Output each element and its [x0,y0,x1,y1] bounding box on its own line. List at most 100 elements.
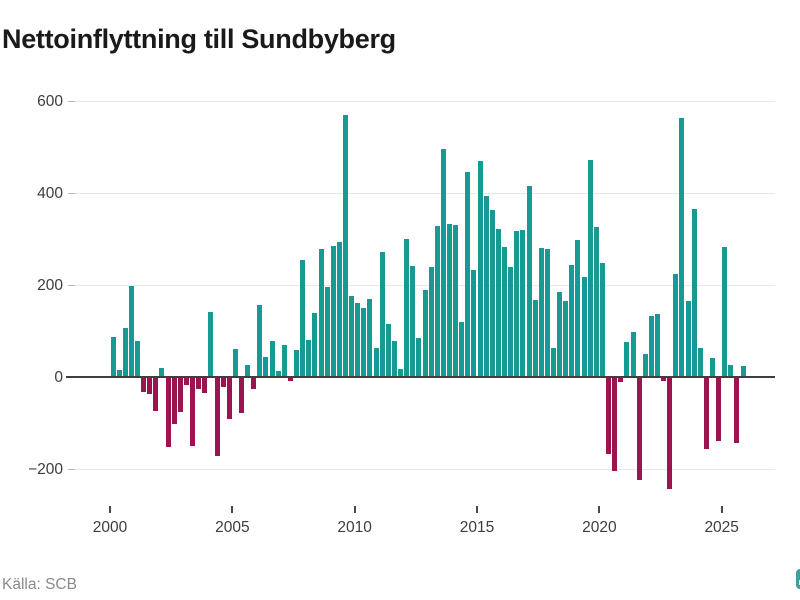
bar-2000Q2 [116,370,122,377]
bar-2008Q3 [318,249,324,377]
bar-2021Q3 [636,377,642,481]
gridline [75,193,775,194]
bar-2003Q4 [202,377,208,393]
x-tick [598,506,601,513]
bar-2023Q1 [673,274,679,377]
bar-2017Q4 [544,249,550,377]
bar-2013Q2 [434,225,440,377]
bar-2025Q3 [734,377,740,443]
x-axis-label: 2020 [582,519,617,536]
bar-2016Q1 [502,246,508,377]
gridline [75,469,775,470]
bar-2022Q2 [654,314,660,377]
bar-2013Q1 [428,266,434,377]
bar-2001Q4 [153,377,159,412]
bar-2015Q3 [489,210,495,377]
bar-2003Q3 [196,377,202,389]
bar-2005Q3 [245,365,251,377]
bar-2006Q1 [257,305,263,377]
bar-2014Q1 [453,225,459,377]
bar-2004Q1 [208,311,214,377]
bar-2014Q3 [465,172,471,377]
bar-2022Q4 [667,377,673,489]
bar-2006Q4 [275,371,281,377]
x-axis-label: 2015 [459,519,495,536]
bar-2012Q1 [404,238,410,377]
bar-2020Q1 [599,262,605,377]
bar-2005Q4 [251,377,257,390]
bar-2000Q1 [110,337,116,377]
x-axis-label: 2010 [337,519,372,536]
y-tick [68,193,75,194]
bar-2006Q2 [263,356,269,377]
bar-2016Q4 [520,229,526,377]
bar-2020Q3 [612,377,618,472]
bar-2001Q3 [147,377,153,395]
y-tick [68,285,75,286]
bar-2022Q3 [661,377,667,382]
bar-2012Q4 [422,290,428,377]
bar-2003Q2 [190,377,196,446]
bar-2018Q4 [569,265,575,377]
bar-2023Q2 [679,117,685,377]
x-axis-label: 2005 [215,519,250,536]
bar-2020Q2 [606,377,612,455]
bar-2000Q4 [128,285,134,377]
bar-2009Q3 [343,115,348,377]
bar-2009Q2 [336,242,342,377]
y-axis-label: −200 [28,461,63,478]
bar-2023Q4 [691,209,697,377]
y-axis-label: 200 [37,277,63,294]
bar-2019Q4 [593,226,599,377]
page-title: Nettoinflyttning till Sundbyberg [2,24,396,55]
bar-2017Q2 [532,300,538,377]
y-tick [68,101,75,102]
bar-2023Q3 [685,301,691,377]
y-axis-label: 600 [37,93,63,110]
bar-2004Q4 [226,377,232,420]
bar-2001Q1 [135,341,141,377]
newsworthy-logo-icon [796,569,800,589]
x-tick [476,506,479,513]
bar-2020Q4 [618,377,624,383]
bar-2002Q4 [177,377,183,413]
bar-2016Q3 [514,230,520,377]
bar-2015Q4 [495,228,501,377]
bar-2012Q2 [410,265,416,377]
bar-2019Q1 [575,239,581,377]
y-axis-label: 400 [37,185,63,202]
bar-2010Q2 [361,307,367,377]
bar-2007Q2 [287,377,293,382]
bar-2007Q4 [300,260,306,377]
gridline [75,285,775,286]
y-tick [68,469,75,470]
x-tick [231,506,234,513]
bar-2024Q3 [710,357,716,377]
bar-2024Q1 [697,348,703,377]
bar-2002Q1 [159,368,165,377]
bar-2008Q2 [312,312,318,377]
bar-2019Q3 [587,160,593,377]
bar-2001Q2 [141,377,147,392]
source-label: Källa: SCB [2,576,77,593]
bar-2025Q1 [722,246,728,377]
bar-2015Q2 [483,195,489,377]
bar-2012Q3 [416,338,422,377]
bar-2006Q3 [269,340,275,377]
bar-2014Q2 [459,321,465,377]
x-axis-label: 2000 [92,519,128,536]
x-tick [109,506,111,513]
x-axis-line [75,376,775,378]
bar-2002Q3 [171,377,177,424]
bar-2007Q1 [281,344,287,377]
bar-2005Q1 [232,348,238,377]
bar-2017Q1 [526,186,532,377]
x-axis-label: 2025 [704,519,739,536]
bar-2009Q4 [349,295,355,377]
bar-2003Q1 [183,377,189,385]
x-tick [353,506,356,513]
bar-2013Q3 [440,148,446,377]
x-tick [720,506,723,513]
bar-2011Q4 [398,368,404,377]
